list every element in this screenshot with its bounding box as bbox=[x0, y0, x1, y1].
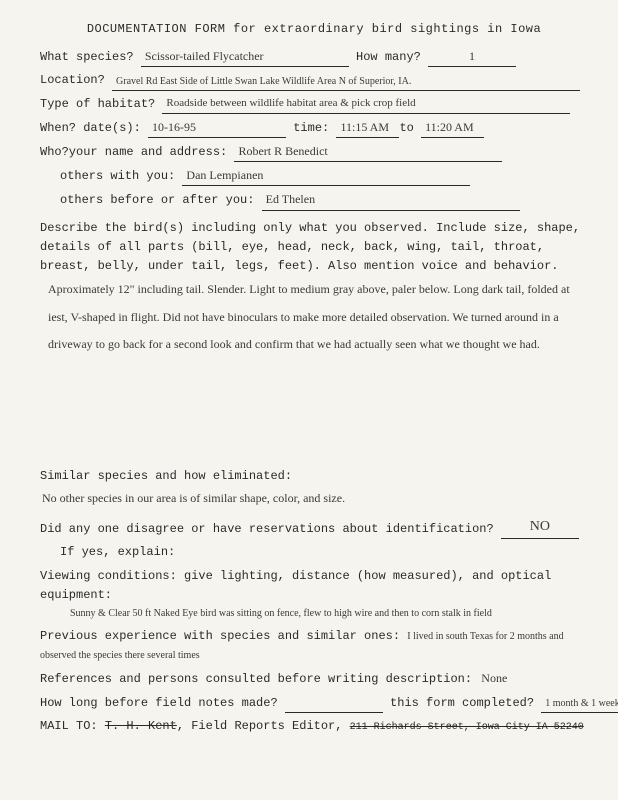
ifyes-line: If yes, explain: bbox=[40, 543, 588, 562]
describe-label: Describe the bird(s) including only what… bbox=[40, 219, 588, 277]
species-line: What species? Scissor-tailed Flycatcher … bbox=[40, 47, 588, 67]
describe-block: Describe the bird(s) including only what… bbox=[40, 219, 588, 359]
habitat-label: Type of habitat? bbox=[40, 97, 155, 111]
species-label: What species? bbox=[40, 50, 134, 64]
mailto-line: MAIL TO: T. H. Kent, Field Reports Edito… bbox=[40, 717, 588, 736]
time-from-value: 11:15 AM bbox=[336, 118, 399, 138]
howmany-label: How many? bbox=[356, 50, 421, 64]
who-label: Who?your name and address: bbox=[40, 145, 227, 159]
time-to-value: 11:20 AM bbox=[421, 118, 484, 138]
refs-line: References and persons consulted before … bbox=[40, 669, 588, 689]
describe-value: Aproximately 12" including tail. Slender… bbox=[40, 276, 588, 359]
howlong-label: How long before field notes made? bbox=[40, 696, 278, 710]
to-label: to bbox=[399, 121, 413, 135]
time-label: time: bbox=[293, 121, 329, 135]
prev-line: Previous experience with species and sim… bbox=[40, 627, 588, 665]
refs-value: None bbox=[479, 669, 509, 688]
howlong-line: How long before field notes made? this f… bbox=[40, 694, 588, 713]
viewing-value: Sunny & Clear 50 ft Naked Eye bird was s… bbox=[40, 605, 588, 623]
howmany-value: 1 bbox=[428, 47, 516, 67]
spacer bbox=[40, 367, 588, 467]
mailto-label: MAIL TO: bbox=[40, 719, 98, 733]
mailto-name: T. H. Kent bbox=[105, 719, 177, 733]
ifyes-label: If yes, explain: bbox=[60, 545, 175, 559]
others-before-label: others before or after you: bbox=[60, 193, 254, 207]
disagree-value: NO bbox=[501, 516, 579, 539]
location-value: Gravel Rd East Side of Little Swan Lake … bbox=[112, 74, 580, 91]
similar-label: Similar species and how eliminated: bbox=[40, 469, 292, 483]
form-title: DOCUMENTATION FORM for extraordinary bir… bbox=[40, 20, 588, 39]
formcompleted-value: 1 month & 1 week bbox=[541, 696, 618, 713]
disagree-line: Did any one disagree or have reservation… bbox=[40, 516, 588, 539]
species-value: Scissor-tailed Flycatcher bbox=[141, 47, 349, 67]
refs-label: References and persons consulted before … bbox=[40, 672, 472, 686]
location-line: Location? Gravel Rd East Side of Little … bbox=[40, 71, 588, 90]
who-value: Robert R Benedict bbox=[234, 142, 502, 162]
disagree-label: Did any one disagree or have reservation… bbox=[40, 522, 494, 536]
date-value: 10-16-95 bbox=[148, 118, 286, 138]
others-before-value: Ed Thelen bbox=[262, 190, 520, 210]
similar-line: Similar species and how eliminated: No o… bbox=[40, 467, 588, 510]
prev-label: Previous experience with species and sim… bbox=[40, 629, 400, 643]
habitat-value: Roadside between wildlife habitat area &… bbox=[162, 95, 570, 114]
similar-value: No other species in our area is of simil… bbox=[40, 486, 347, 510]
others-with-line: others with you: Dan Lempianen bbox=[40, 166, 588, 186]
others-with-value: Dan Lempianen bbox=[182, 166, 470, 186]
habitat-line: Type of habitat? Roadside between wildli… bbox=[40, 95, 588, 114]
location-label: Location? bbox=[40, 73, 105, 87]
when-label: When? date(s): bbox=[40, 121, 141, 135]
mailto-role: , Field Reports Editor, bbox=[177, 719, 343, 733]
viewing-label: Viewing conditions: give lighting, dista… bbox=[40, 569, 551, 602]
who-line: Who?your name and address: Robert R Bene… bbox=[40, 142, 588, 162]
howlong-value bbox=[285, 696, 383, 713]
mailto-addr: 211 Richards Street, Iowa City IA 52240 bbox=[350, 722, 584, 733]
document-page: DOCUMENTATION FORM for extraordinary bir… bbox=[0, 0, 618, 760]
formcompleted-label: this form completed? bbox=[390, 696, 534, 710]
others-with-label: others with you: bbox=[60, 169, 175, 183]
viewing-line: Viewing conditions: give lighting, dista… bbox=[40, 567, 588, 623]
when-line: When? date(s): 10-16-95 time: 11:15 AMto… bbox=[40, 118, 588, 138]
others-before-line: others before or after you: Ed Thelen bbox=[40, 190, 588, 210]
